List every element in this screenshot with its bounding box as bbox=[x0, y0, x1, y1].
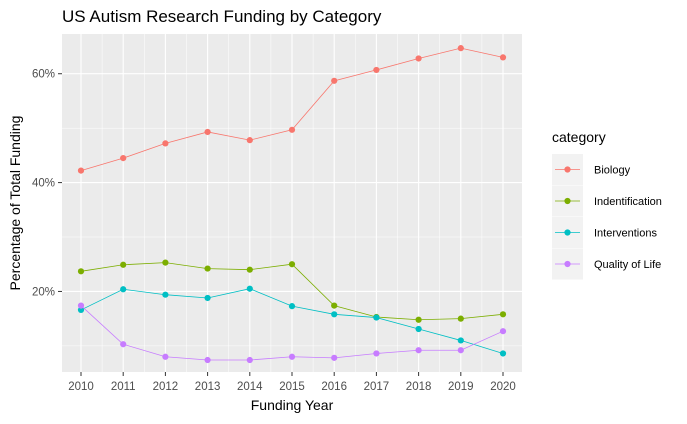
x-tick-label: 2017 bbox=[364, 381, 390, 393]
data-point-quality-of-life bbox=[120, 341, 127, 348]
data-point-indentification bbox=[120, 261, 127, 268]
data-point-quality-of-life bbox=[499, 328, 507, 335]
x-tick-label: 2020 bbox=[490, 381, 516, 393]
data-point-interventions bbox=[77, 306, 85, 314]
data-point-biology bbox=[331, 77, 338, 84]
y-tick-label: 60% bbox=[32, 69, 55, 81]
data-point-interventions bbox=[162, 291, 169, 298]
data-point-quality-of-life bbox=[204, 356, 211, 364]
x-tick-label: 2010 bbox=[68, 381, 94, 393]
series-layer bbox=[77, 45, 507, 364]
data-point-quality-of-life bbox=[77, 302, 85, 309]
data-point-indentification bbox=[246, 266, 253, 273]
y-axis-title: Percentage of Total Funding bbox=[7, 116, 23, 291]
data-point-indentification bbox=[457, 315, 464, 322]
legend-item-interventions: Interventions bbox=[552, 217, 657, 248]
x-tick-label: 2012 bbox=[153, 381, 179, 393]
data-point-interventions bbox=[499, 350, 507, 357]
data-point-biology bbox=[246, 137, 253, 144]
legend-title: category bbox=[552, 129, 606, 145]
data-point-quality-of-life bbox=[331, 354, 338, 361]
data-point-biology bbox=[120, 154, 127, 162]
data-point-quality-of-life bbox=[288, 353, 296, 360]
data-point-interventions bbox=[331, 311, 338, 318]
data-point-quality-of-life bbox=[162, 353, 169, 360]
data-point-indentification bbox=[204, 265, 211, 272]
data-point-biology bbox=[77, 167, 85, 174]
x-tick-label: 2018 bbox=[406, 381, 432, 393]
legend-key-point bbox=[564, 260, 571, 268]
chart-title: US Autism Research Funding by Category bbox=[62, 7, 382, 26]
data-point-biology bbox=[415, 55, 422, 62]
data-point-indentification bbox=[499, 311, 507, 318]
data-point-interventions bbox=[288, 303, 296, 310]
legend-item-biology: Biology bbox=[552, 154, 631, 185]
x-tick-label: 2011 bbox=[111, 381, 136, 393]
x-axis: 2010 2011 2012 2013 2014 2015 2016 2017 2018 2019… bbox=[68, 372, 516, 393]
y-tick-label: 40% bbox=[32, 178, 55, 190]
data-point-indentification bbox=[415, 316, 422, 323]
data-point-biology bbox=[373, 66, 380, 74]
data-point-quality-of-life bbox=[246, 356, 253, 364]
legend-key-point bbox=[564, 166, 571, 173]
data-point-biology bbox=[288, 126, 296, 133]
data-point-indentification bbox=[77, 268, 85, 275]
data-point-interventions bbox=[373, 314, 380, 321]
legend-label: Quality of Life bbox=[594, 259, 661, 271]
data-point-biology bbox=[162, 140, 169, 147]
data-point-interventions bbox=[120, 286, 127, 293]
x-tick-label: 2019 bbox=[448, 381, 474, 393]
data-point-quality-of-life bbox=[415, 347, 422, 354]
data-point-quality-of-life bbox=[373, 350, 380, 357]
legend-item-quality-of-life: Quality of Life bbox=[552, 248, 661, 280]
data-point-quality-of-life bbox=[457, 347, 464, 354]
data-point-indentification bbox=[331, 302, 338, 309]
x-tick-label: 2016 bbox=[321, 381, 347, 393]
legend-label: Interventions bbox=[594, 228, 657, 240]
y-axis: 20% 40% 60% bbox=[32, 69, 62, 298]
data-point-interventions bbox=[204, 294, 211, 302]
data-point-interventions bbox=[246, 285, 253, 292]
data-point-indentification bbox=[162, 259, 169, 266]
data-point-indentification bbox=[288, 261, 296, 268]
data-point-biology bbox=[204, 128, 211, 136]
legend-key-point bbox=[564, 229, 571, 236]
x-axis-title: Funding Year bbox=[251, 397, 334, 413]
legend-label: Biology bbox=[594, 165, 631, 177]
legend: category Biology Indentification Intervent… bbox=[552, 129, 662, 280]
legend-key-point bbox=[564, 197, 571, 205]
x-tick-label: 2015 bbox=[279, 381, 305, 393]
data-point-interventions bbox=[457, 337, 464, 344]
legend-label: Indentification bbox=[594, 196, 662, 208]
data-point-biology bbox=[457, 45, 464, 52]
legend-item-indentification: Indentification bbox=[552, 185, 662, 217]
y-tick-label: 20% bbox=[32, 286, 55, 298]
data-point-biology bbox=[499, 54, 507, 61]
x-tick-label: 2014 bbox=[237, 381, 263, 393]
x-tick-label: 2013 bbox=[195, 381, 221, 393]
data-point-interventions bbox=[415, 325, 422, 333]
